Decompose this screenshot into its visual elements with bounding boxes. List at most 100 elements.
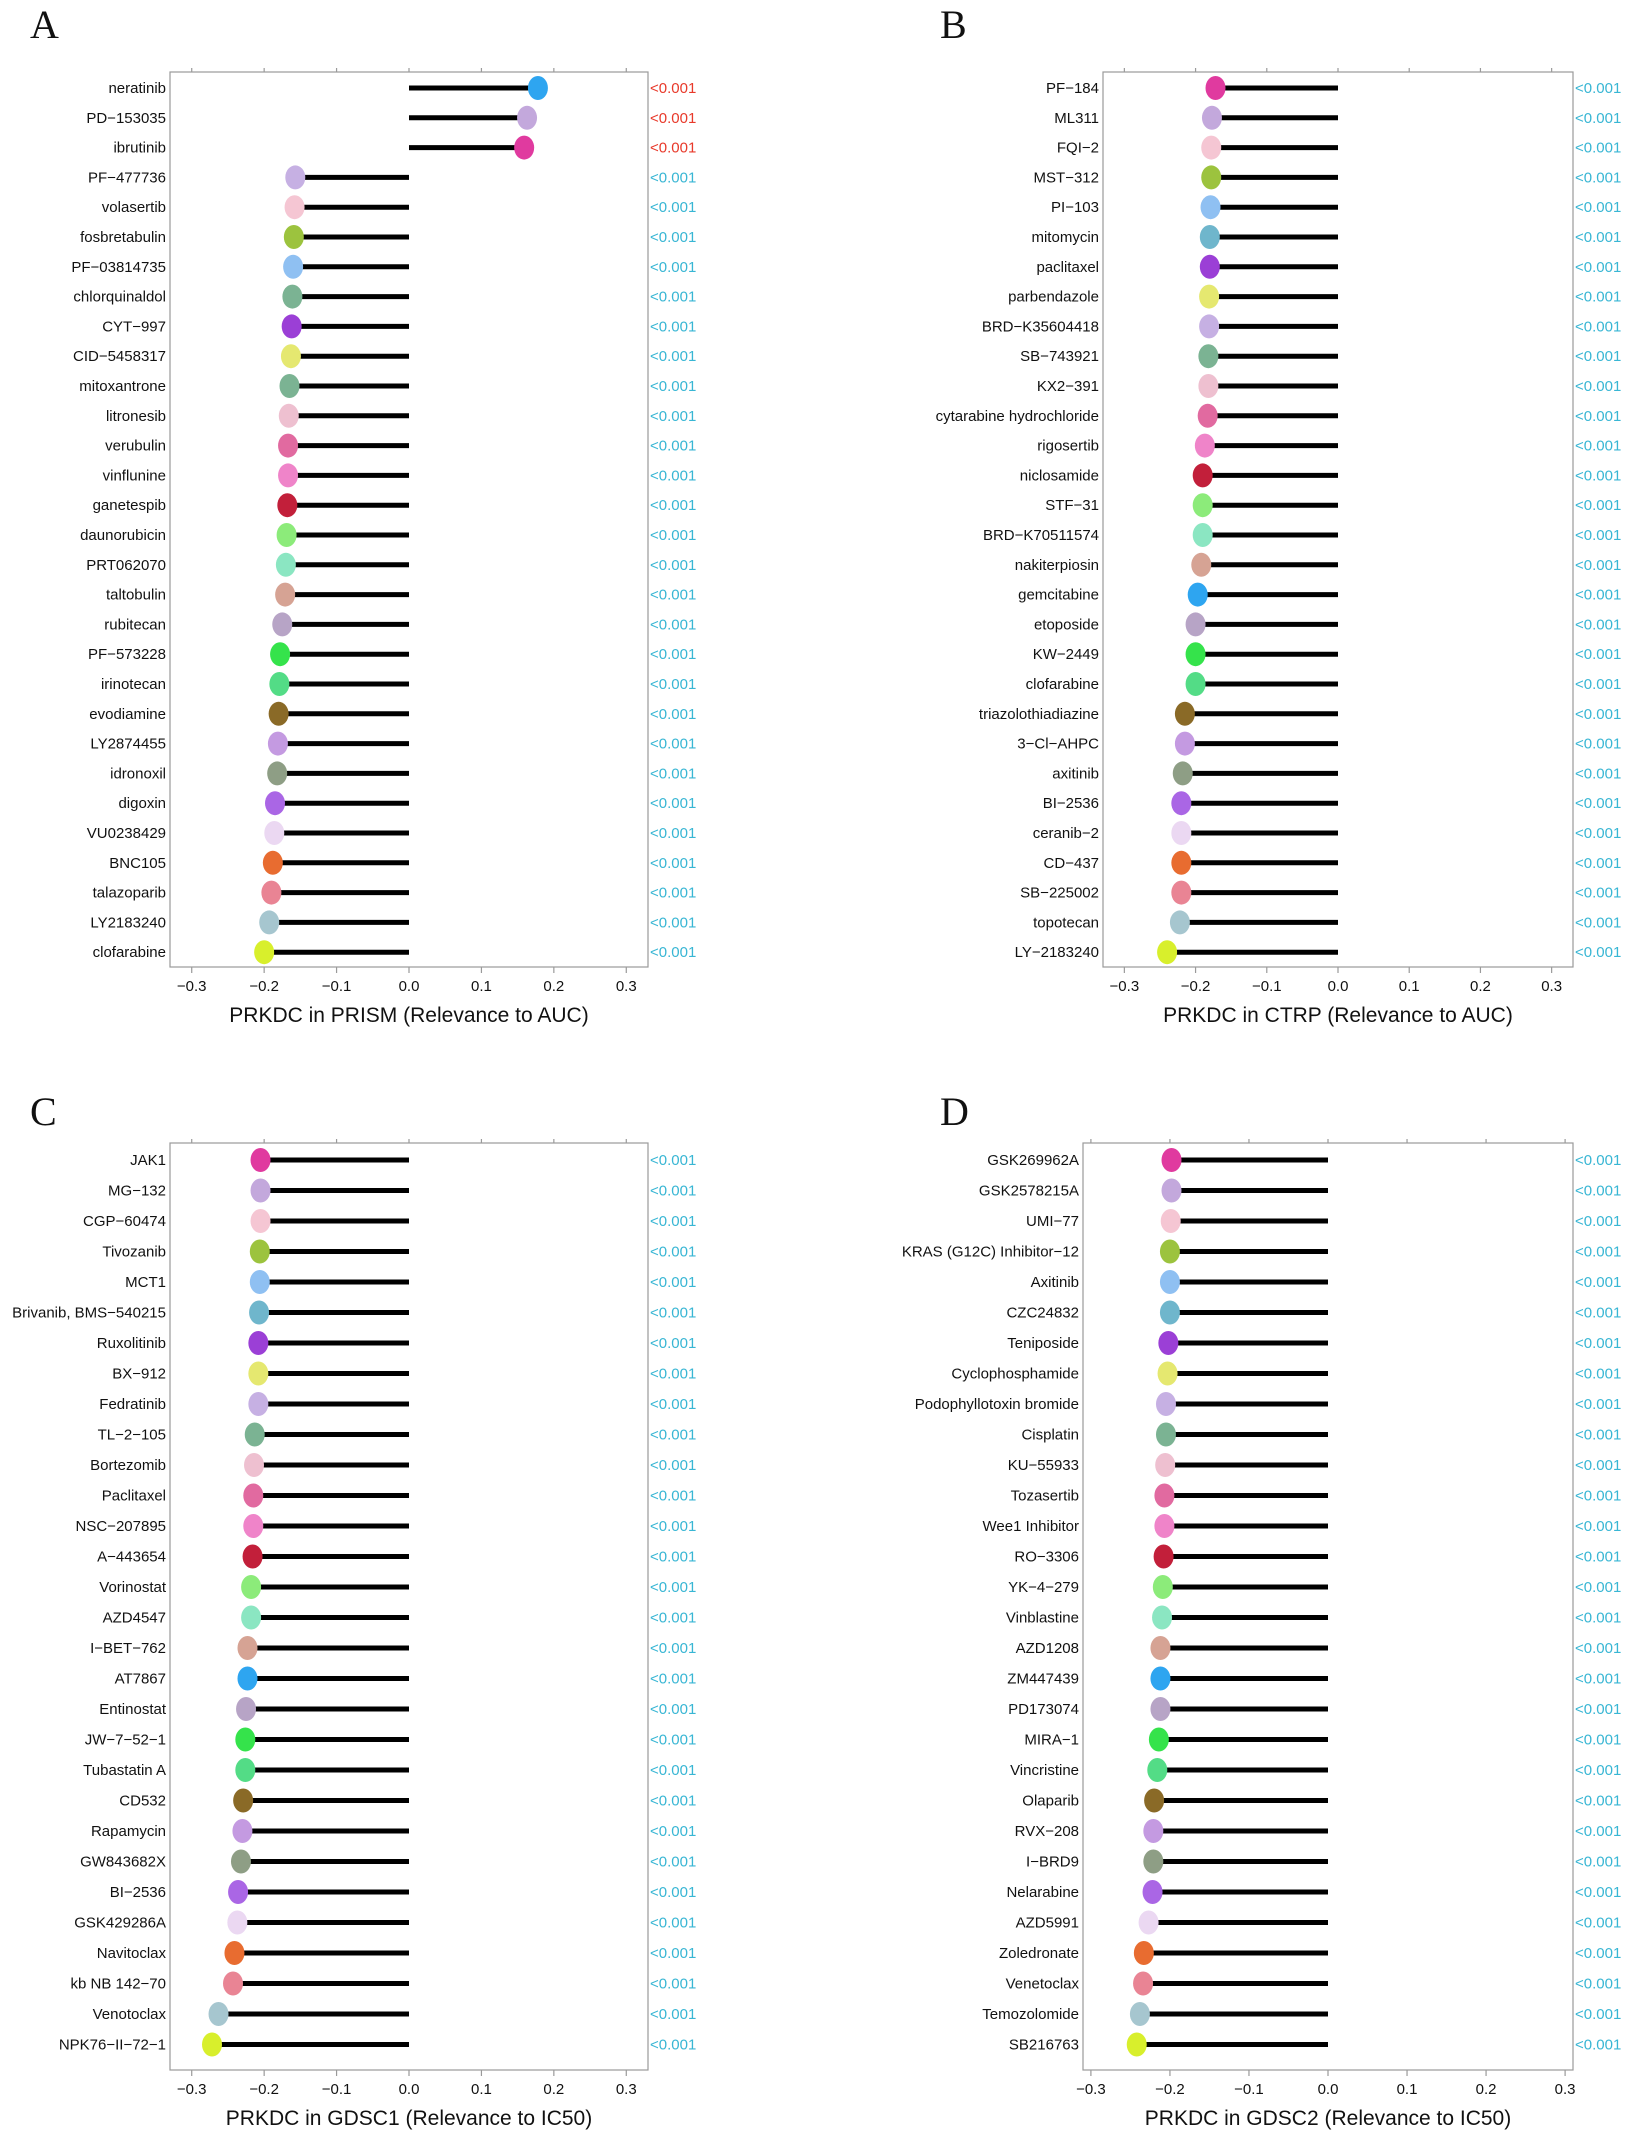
p-value-label: <0.001 [650, 1884, 696, 1901]
lollipop-dot [1158, 1331, 1179, 1355]
p-value-label: <0.001 [650, 855, 696, 872]
p-value-label: <0.001 [1575, 1732, 1621, 1749]
lollipop-dot [1198, 374, 1219, 398]
lollipop-dot [1129, 2002, 1150, 2026]
p-value-label: <0.001 [650, 199, 696, 216]
p-value-label: <0.001 [1575, 318, 1621, 335]
x-tick-label: −0.2 [1181, 978, 1211, 995]
panel-a: A −0.3 −0.2 −0.1 0.0 0.1 0.2 0.3 PRKDC in PRISM … [30, 2, 696, 1027]
drug-label: Axitinib [1031, 1274, 1079, 1291]
p-value-label: <0.001 [1575, 1915, 1621, 1932]
lollipop-dot [269, 672, 290, 696]
lollipop-dot [267, 761, 288, 786]
drug-label: FQI−2 [1057, 140, 1099, 157]
drug-label: ibrutinib [113, 140, 166, 157]
lollipop-dot [1201, 165, 1222, 190]
x-tick-label: 0.2 [1470, 978, 1491, 995]
x-tick-label: 0.0 [399, 2081, 420, 2098]
p-value-label: <0.001 [650, 140, 696, 157]
drug-label: MCT1 [125, 1274, 166, 1291]
drug-label: UMI−77 [1026, 1213, 1079, 1230]
drug-label: LY2874455 [90, 736, 166, 753]
lollipop-dot [1174, 731, 1195, 756]
lollipop-dot [235, 1758, 256, 1782]
p-value-label: <0.001 [650, 587, 696, 604]
lollipop-dot [1155, 1453, 1176, 1477]
x-axis-title: PRKDC in PRISM (Relevance to AUC) [229, 1004, 588, 1027]
lollipop-dot [278, 433, 299, 458]
drug-label: KRAS (G12C) Inhibitor−12 [902, 1244, 1079, 1261]
drug-label: PF−573228 [88, 646, 166, 663]
drug-label: CYT−997 [102, 318, 166, 335]
lollipop-dot [236, 1697, 257, 1721]
lollipop-dot [514, 135, 535, 160]
x-tick-label: 0.1 [471, 978, 492, 995]
p-value-label: <0.001 [1575, 438, 1621, 455]
drug-label: Vincristine [1010, 1762, 1079, 1779]
p-value-label: <0.001 [1575, 1244, 1621, 1261]
panel-d: D −0.3 −0.2 −0.1 0.0 0.1 0.2 0.3 PRKDC in GDSC2 … [902, 1089, 1621, 2130]
drug-label: NSC−207895 [76, 1518, 166, 1535]
p-value-label: <0.001 [650, 2037, 696, 2054]
drug-label: litronesib [106, 408, 166, 425]
p-value-label: <0.001 [650, 1396, 696, 1413]
lollipop-dot [285, 165, 306, 190]
drug-label: axitinib [1052, 765, 1099, 782]
x-tick-label: 0.1 [1399, 978, 1420, 995]
drug-label: idronoxil [110, 765, 166, 782]
drug-label: Bortezomib [90, 1457, 166, 1474]
drug-label: Tozasertib [1011, 1488, 1079, 1505]
p-value-label: <0.001 [650, 1762, 696, 1779]
p-value-label: <0.001 [1575, 1427, 1621, 1444]
drug-label: clofarabine [1026, 676, 1099, 693]
p-value-label: <0.001 [1575, 1854, 1621, 1871]
drug-label: RVX−208 [1015, 1823, 1079, 1840]
p-value-label: <0.001 [650, 1976, 696, 1993]
drug-label: ML311 [1054, 110, 1099, 127]
p-value-label: <0.001 [650, 676, 696, 693]
panel-b: B −0.3 −0.2 −0.1 0.0 0.1 0.2 0.3 PRKDC in CTRP (… [936, 2, 1622, 1027]
drug-label: CD532 [119, 1793, 166, 1810]
lollipop-dot [1199, 284, 1220, 309]
drug-label: PD173074 [1008, 1701, 1079, 1718]
p-value-label: <0.001 [1575, 378, 1621, 395]
drug-label: volasertib [102, 199, 166, 216]
p-value-label: <0.001 [650, 1183, 696, 1200]
drug-label: MST−312 [1034, 169, 1099, 186]
p-value-label: <0.001 [1575, 199, 1621, 216]
x-tick-label: −0.2 [249, 2081, 279, 2098]
p-value-label: <0.001 [650, 825, 696, 842]
lollipop-dot [265, 791, 286, 816]
x-tick-label: 0.0 [1328, 978, 1349, 995]
drug-label: topotecan [1033, 914, 1099, 931]
drug-label: mitoxantrone [79, 378, 166, 395]
drug-label: Cisplatin [1021, 1427, 1079, 1444]
p-value-label: <0.001 [650, 2006, 696, 2023]
p-value-label: <0.001 [1575, 944, 1621, 961]
p-value-label: <0.001 [1575, 765, 1621, 782]
drug-label: rigosertib [1037, 438, 1099, 455]
lollipop-dot [282, 284, 303, 309]
drug-label: digoxin [118, 795, 166, 812]
p-value-label: <0.001 [1575, 2037, 1621, 2054]
drug-label: GSK2578215A [979, 1183, 1079, 1200]
drug-label: YK−4−279 [1008, 1579, 1079, 1596]
x-tick-label: 0.2 [543, 2081, 564, 2098]
p-value-label: <0.001 [1575, 1213, 1621, 1230]
drug-label: BNC105 [109, 855, 166, 872]
p-value-label: <0.001 [650, 527, 696, 544]
lollipop-dot [1192, 463, 1213, 488]
p-value-label: <0.001 [650, 497, 696, 514]
p-value-label: <0.001 [1575, 289, 1621, 306]
drug-label: chlorquinaldol [73, 289, 166, 306]
lollipop-dot [1143, 1819, 1164, 1843]
x-tick-label: −0.2 [1155, 2081, 1185, 2098]
p-value-label: <0.001 [650, 1518, 696, 1535]
lollipop-dot [1133, 1971, 1154, 1996]
lollipop-dot [1172, 761, 1193, 786]
x-tick-label: −0.1 [1252, 978, 1282, 995]
lollipop-dot [1159, 1270, 1180, 1294]
drug-label: verubulin [105, 438, 166, 455]
lollipop-dot [250, 1148, 271, 1172]
drug-label: GSK429286A [74, 1915, 166, 1932]
